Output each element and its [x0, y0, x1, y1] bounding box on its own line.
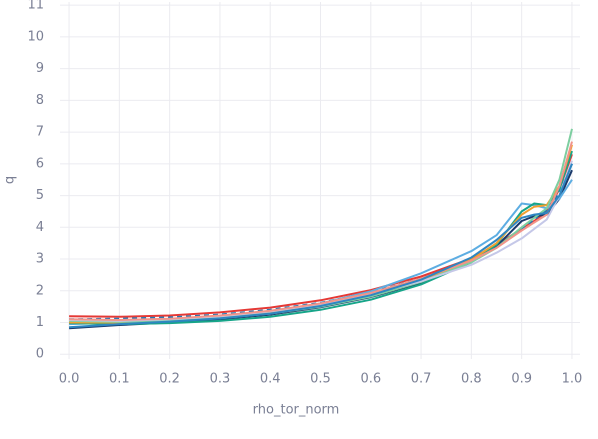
- x-axis-label: rho_tor_norm: [253, 403, 340, 418]
- x-tick-label: 0.1: [109, 372, 130, 387]
- y-tick-label: 2: [36, 283, 44, 298]
- x-tick-label: 0.8: [461, 372, 482, 387]
- x-tick-label: 0.6: [360, 372, 381, 387]
- x-tick-label: 0.4: [260, 372, 281, 387]
- x-tick-label: 0.2: [159, 372, 180, 387]
- y-axis-label: q: [3, 176, 18, 184]
- x-tick-label: 0.7: [411, 372, 432, 387]
- y-tick-label: 5: [36, 188, 44, 203]
- y-tick-label: 3: [36, 252, 44, 267]
- y-tick-label: 10: [27, 29, 44, 44]
- y-tick-label: 11: [27, 0, 44, 13]
- x-tick-label: 0.3: [210, 372, 231, 387]
- y-tick-label: 4: [36, 220, 44, 235]
- line: [69, 150, 573, 326]
- y-tick-label: 6: [36, 156, 44, 171]
- y-tick-label: 9: [36, 61, 44, 76]
- y-tick-label: 1: [36, 315, 44, 330]
- x-tick-label: 0.5: [310, 372, 331, 387]
- x-tick-label: 0.0: [59, 372, 80, 387]
- x-tick-label: 1.0: [562, 372, 583, 387]
- y-tick-label: 8: [36, 93, 44, 108]
- y-tick-label: 7: [36, 125, 44, 140]
- x-tick-label: 0.9: [511, 372, 532, 387]
- line: [69, 163, 573, 329]
- y-tick-label: 0: [36, 347, 44, 362]
